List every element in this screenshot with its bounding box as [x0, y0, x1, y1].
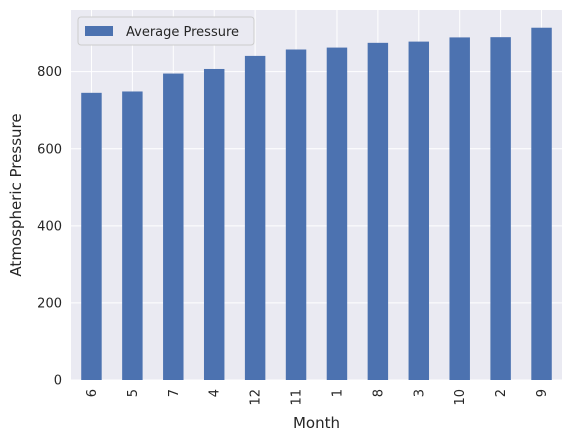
legend-label: Average Pressure [126, 25, 239, 40]
legend-box [77, 16, 255, 46]
bar [408, 41, 430, 381]
bar [203, 68, 225, 380]
x-tick-label: 12 [249, 389, 264, 406]
y-tick-label: 200 [37, 296, 62, 311]
x-axis-label: Month [293, 414, 340, 432]
bar [122, 91, 143, 380]
x-tick-label: 10 [453, 389, 468, 406]
bar [244, 55, 266, 380]
x-tick-label: 11 [290, 389, 305, 406]
y-tick-labels: 0 200 400 600 800 [37, 65, 62, 388]
bar [531, 27, 552, 381]
x-tick-label: 6 [85, 389, 100, 397]
x-tick-label: 3 [412, 389, 427, 397]
x-tick-label: 4 [208, 389, 223, 397]
y-tick-label: 800 [37, 65, 62, 80]
x-tick-labels: 6 5 7 4 12 11 1 8 3 10 2 9 [85, 389, 550, 406]
y-axis-label: Atmospheric Pressure [7, 113, 25, 276]
bar [367, 42, 389, 381]
bar [449, 37, 470, 380]
x-tick-label: 7 [167, 389, 182, 397]
x-tick-label: 5 [126, 389, 141, 397]
x-tick-label: 1 [330, 389, 345, 397]
y-tick-label: 400 [37, 219, 62, 234]
bars [81, 27, 552, 381]
legend-swatch [85, 26, 113, 36]
bar [285, 49, 307, 380]
bar [326, 47, 348, 380]
y-tick-label: 600 [37, 142, 62, 157]
bar [490, 37, 511, 380]
plot-background [71, 10, 562, 380]
bar [163, 73, 184, 380]
x-tick-label: 2 [494, 389, 509, 397]
x-tick-label: 9 [535, 389, 550, 397]
legend: Average Pressure [77, 16, 255, 46]
y-tick-label: 0 [54, 374, 62, 389]
bar [81, 92, 102, 380]
x-tick-label: 8 [371, 389, 386, 397]
